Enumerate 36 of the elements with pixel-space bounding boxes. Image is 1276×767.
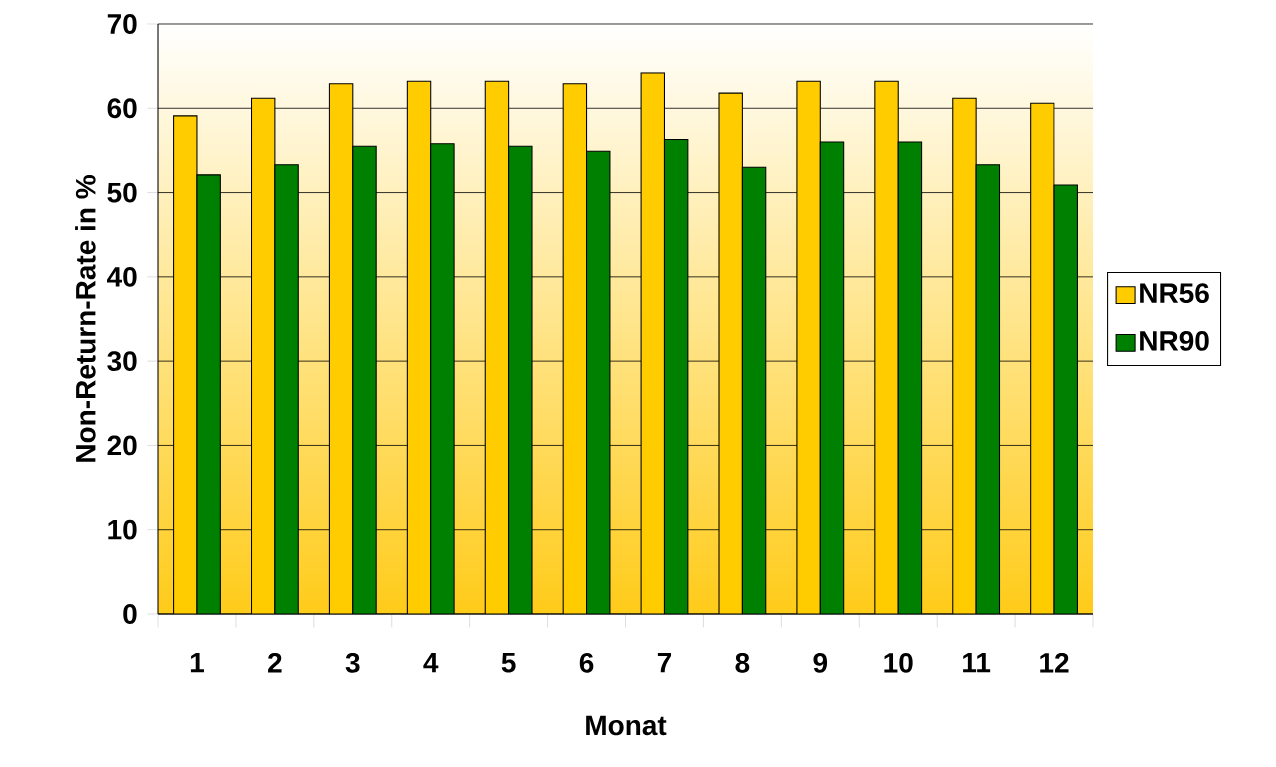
bar: [819, 141, 845, 614]
x-tick-label: 11: [963, 652, 991, 673]
x-tick-label: 4: [423, 652, 439, 673]
y-axis-title: Non-Return-Rate in %: [75, 175, 96, 462]
bar: [508, 145, 533, 614]
bar: [1053, 184, 1078, 614]
x-tick-label: 6: [579, 652, 594, 673]
x-tick-label: 3: [345, 652, 360, 673]
x-tick-label: 5: [501, 652, 516, 673]
bar: [274, 164, 299, 614]
y-tick-label: 60: [107, 98, 137, 119]
bar: [663, 138, 689, 614]
x-tick-label: 7: [657, 652, 672, 673]
legend-label: NR90: [1140, 330, 1209, 351]
y-tick-label: 30: [107, 351, 137, 372]
bar: [196, 174, 221, 614]
y-tick-label: 70: [107, 14, 137, 34]
bar: [975, 164, 1001, 614]
x-tick-label: 1: [190, 652, 204, 673]
bar: [741, 166, 767, 614]
y-tick-label: 20: [107, 435, 137, 456]
y-tick-label: 50: [107, 182, 137, 203]
x-tick-label: 9: [813, 652, 828, 673]
legend-label: NR56: [1140, 283, 1209, 304]
bar: [430, 143, 455, 614]
bar: [897, 141, 923, 614]
bar: [352, 145, 377, 614]
x-tick-label: 10: [884, 652, 913, 673]
x-axis-title: Monat: [586, 715, 667, 736]
x-tick-label: 12: [1040, 652, 1069, 673]
y-tick-label: 40: [107, 266, 137, 287]
y-tick-label: 0: [123, 604, 137, 624]
x-tick-label: 8: [735, 652, 750, 673]
x-tick-label: 2: [268, 652, 282, 673]
y-tick-label: 10: [108, 519, 137, 540]
bar: [586, 150, 611, 614]
